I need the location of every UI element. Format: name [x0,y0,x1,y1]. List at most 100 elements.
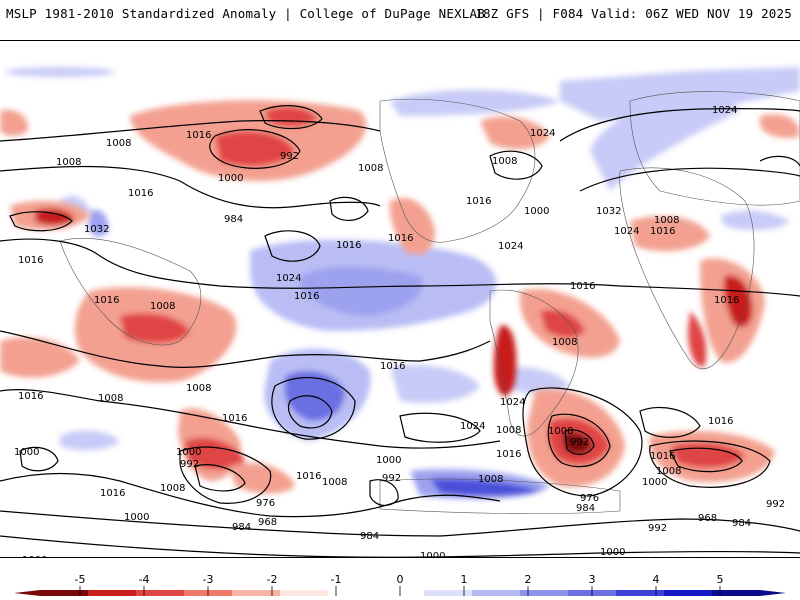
colorbar-segment [232,590,281,596]
isobar-label: 1008 [56,157,81,168]
isobar-labels: 1024 1016 1008 992 1000 984 1016 1008 10… [14,105,785,558]
isobar-label: 984 [360,531,379,542]
map-title: MSLP 1981-2010 Standardized Anomaly | Co… [6,6,485,21]
colorbar-tick-label: 3 [589,573,596,586]
colorbar-tick-label: -5 [75,573,86,586]
isobar-label: 1024 [500,397,525,408]
colorbar-tick-label: -2 [267,573,278,586]
colorbar-segment [88,590,137,596]
isobar-label: 992 [648,523,667,534]
isobar-label: 984 [732,518,751,529]
isobar-label: 1016 [570,281,595,292]
isobar-label: 1000 [176,447,201,458]
colorbar-max-arrow [760,590,786,596]
colorbar-tick-label: -3 [203,573,214,586]
isobar-label: 984 [224,214,243,225]
colorbar-segment [280,590,329,596]
isobar-label: 1000 [218,173,243,184]
isobar-label: 1016 [100,488,125,499]
isobar-label: 1008 [478,474,503,485]
colorbar-tick-label: 2 [525,573,532,586]
colorbar-segment [520,590,569,596]
isobar-label: 1016 [336,240,361,251]
isobar-label: 1024 [498,241,523,252]
isobar-label: 1016 [94,295,119,306]
isobar-label: 992 [280,151,299,162]
isobar-label: 992 [382,473,401,484]
negative-anomaly-shading [0,100,800,494]
isobar-label: 1008 [106,138,131,149]
colorbar-segment [424,590,473,596]
isobar-label: 1000 [642,477,667,488]
isobar-label: 976 [580,493,599,504]
isobar-label: 1000 [600,547,625,558]
isobar-label: 1032 [596,206,621,217]
isobar-label: 1000 [420,551,445,558]
colorbar-tick-label: 1 [461,573,468,586]
colorbar-segment [664,590,713,596]
isobar-label: 968 [698,513,717,524]
isobar-label: 1016 [128,188,153,199]
isobar-label: 1016 [296,471,321,482]
colorbar-tick-label: -1 [331,573,342,586]
colorbar-tick-label: -4 [139,573,150,586]
colorbar-segment [40,590,89,596]
isobar-label: 1016 [650,226,675,237]
isobar-label: 1000 [124,512,149,523]
anomaly-map: 1024 1016 1008 992 1000 984 1016 1008 10… [0,40,800,558]
isobar-label: 1024 [460,421,485,432]
colorbar-segment [328,590,377,596]
isobar-contours [0,105,800,557]
isobar-label: 1000 [14,447,39,458]
isobar-label: 1032 [84,224,109,235]
isobar-label: 1016 [380,361,405,372]
isobar-label: 1008 [548,426,573,437]
isobar-label: 976 [256,498,275,509]
isobar-label: 1016 [388,233,413,244]
isobar-label: 992 [180,459,199,470]
isobar-label: 1008 [656,466,681,477]
isobar-label: 1016 [186,130,211,141]
isobar-label: 1016 [496,449,521,460]
isobar-label: 1000 [524,206,549,217]
isobar-label: 1016 [714,295,739,306]
colorbar-segment [712,590,761,596]
isobar-label: 1008 [160,483,185,494]
isobar-label: 1008 [552,337,577,348]
isobar-label: 1016 [708,416,733,427]
isobar-label: 1008 [492,156,517,167]
isobar-label: 968 [258,517,277,528]
isobar-label: 1008 [322,477,347,488]
isobar-label: 1008 [186,383,211,394]
isobar-label: 1016 [18,255,43,266]
isobar-label: 1016 [222,413,247,424]
isobar-label: 984 [576,503,595,514]
anomaly-colorbar: -5 -4 -3 -2 -1 0 1 2 3 4 5 [14,573,786,596]
isobar-label: 1016 [294,291,319,302]
isobar-label: 1000 [376,455,401,466]
colorbar-segment [136,590,185,596]
colorbar-min-arrow [14,590,40,596]
continent-outlines [59,91,800,514]
isobar-label: 1024 [712,105,737,116]
colorbar-tick-label: 5 [717,573,724,586]
colorbar-segment [616,590,665,596]
isobar-label: 1016 [466,196,491,207]
isobar-label: 992 [570,437,589,448]
isobar-label: 1008 [98,393,123,404]
isobar-label: 1024 [276,273,301,284]
isobar-label: 1016 [18,391,43,402]
colorbar-tick-label: 4 [653,573,660,586]
isobar-label: 1024 [614,226,639,237]
isobar-label: 1008 [150,301,175,312]
isobar-label: 1008 [496,425,521,436]
isobar-label: 1000 [22,555,47,558]
isobar-label: 1024 [530,128,555,139]
isobar-label: 1016 [650,451,675,462]
isobar-label: 984 [232,522,251,533]
isobar-label: 1008 [654,215,679,226]
isobar-label: 992 [766,499,785,510]
model-run-info: 18Z GFS | F084 Valid: 06Z WED NOV 19 202… [475,6,792,21]
positive-anomaly-shading [5,67,800,499]
colorbar-segment [472,590,521,596]
